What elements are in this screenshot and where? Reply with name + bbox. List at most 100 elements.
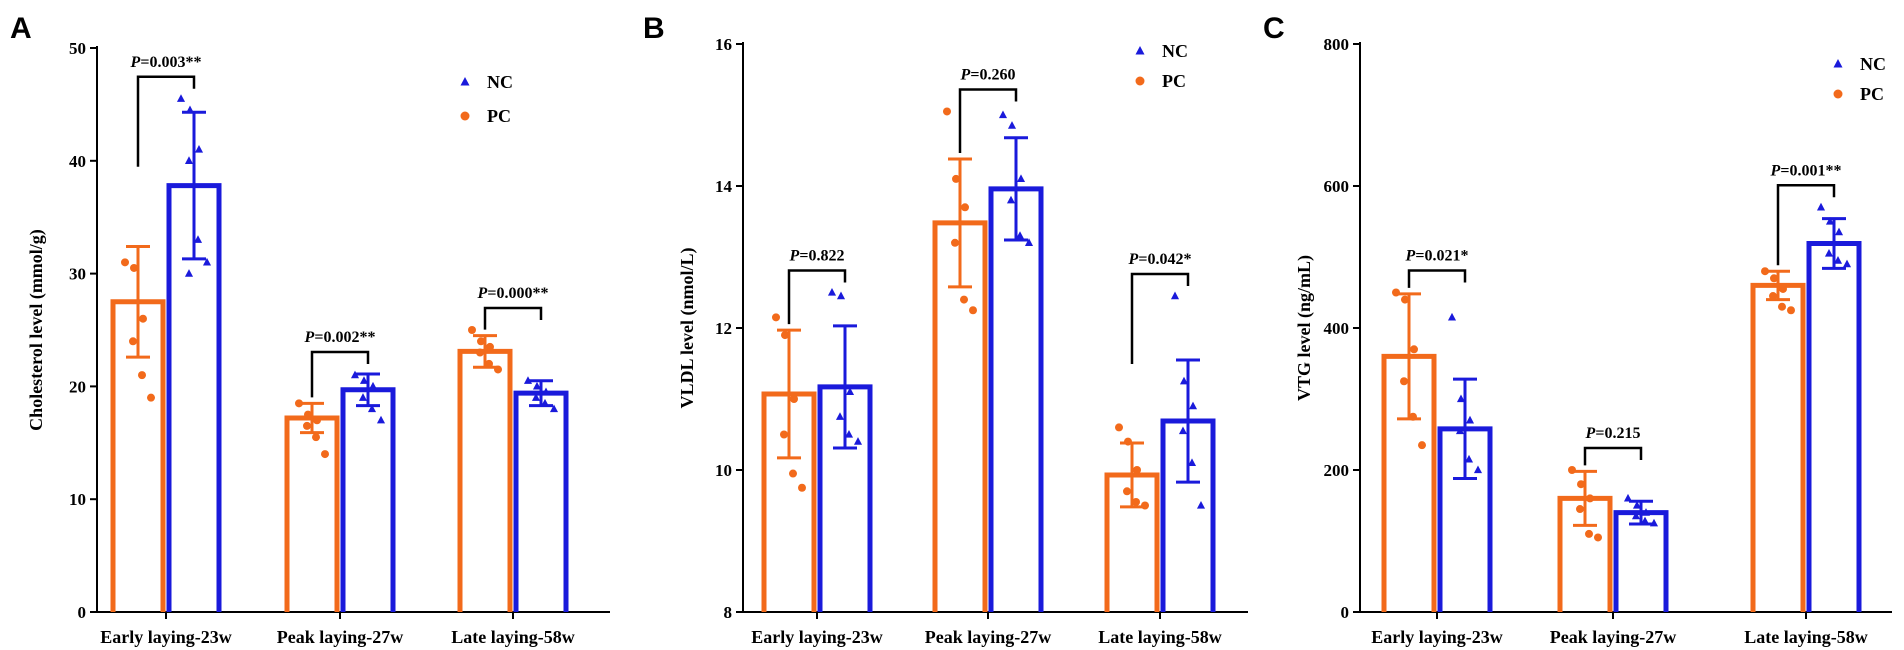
panel-a-annotation-value-late-laying-58w: =0.000** xyxy=(487,285,548,302)
panel-c-legend-marker-nc xyxy=(1833,59,1843,68)
panel-a-point-pc-early-laying-23w-4 xyxy=(138,371,146,380)
panel-b-annotation-early-laying-23w: P=0.822 xyxy=(789,248,845,265)
panel-b-point-pc-peak-laying-27w-4 xyxy=(960,295,968,304)
panel-b-point-pc-late-laying-58w-1 xyxy=(1124,437,1132,446)
panel-b-point-pc-early-laying-23w-3 xyxy=(780,430,788,439)
panel-a-annotation-early-laying-23w: P=0.003** xyxy=(130,54,202,71)
panel-b-annotation-value-peak-laying-27w: =0.260 xyxy=(970,66,1015,83)
panel-c-letter: C xyxy=(1263,12,1285,45)
panel-a-point-nc-early-laying-23w-0 xyxy=(176,94,186,102)
panel-b-point-nc-early-laying-23w-5 xyxy=(853,437,863,445)
panel-b-xtick-label-late-laying-58w: Late laying-58w xyxy=(1098,627,1222,647)
panel-c-point-pc-late-laying-58w-3 xyxy=(1769,292,1777,301)
panel-c-annotation-p-peak-laying-27w: P xyxy=(1585,425,1596,442)
panel-a-ytick-label-3: 30 xyxy=(69,265,86,284)
panel-a-point-pc-late-laying-58w-3 xyxy=(476,348,484,357)
panel-b-bracket-late-laying-58w xyxy=(1130,272,1190,365)
panel-c-point-nc-early-laying-23w-5 xyxy=(1473,465,1483,474)
panel-a-bar-nc-peak-laying-27w xyxy=(340,387,396,612)
panel-c-point-nc-early-laying-23w-0 xyxy=(1447,312,1457,321)
panel-c-point-pc-peak-laying-27w-5 xyxy=(1594,533,1602,542)
panel-b-xtick-label-peak-laying-27w: Peak laying-27w xyxy=(925,627,1052,647)
panel-c-annotation-p-late-laying-58w: P xyxy=(1770,162,1781,179)
panel-a-point-nc-early-laying-23w-4 xyxy=(193,235,203,243)
panel-a-point-pc-late-laying-58w-4 xyxy=(485,359,493,368)
panel-a-point-pc-peak-laying-27w-2 xyxy=(313,416,321,425)
panel-c-point-nc-late-laying-58w-3 xyxy=(1824,248,1834,257)
panel-c-ytick-label-3: 600 xyxy=(1324,177,1350,196)
panel-b-point-pc-late-laying-58w-4 xyxy=(1132,497,1140,506)
panel-a-point-pc-late-laying-58w-2 xyxy=(486,342,494,351)
panel-c-xtick-label-early-laying-23w: Early laying-23w xyxy=(1371,627,1503,647)
panel-a-ytick-label-4: 40 xyxy=(69,152,86,171)
panel-c-point-pc-late-laying-58w-0 xyxy=(1761,267,1769,276)
panel-b-bracket-early-laying-23w xyxy=(787,269,847,325)
panel-a-point-nc-peak-laying-27w-1 xyxy=(359,376,369,384)
panel-c-point-pc-early-laying-23w-2 xyxy=(1410,345,1418,354)
panel-a-point-nc-early-laying-23w-3 xyxy=(184,156,194,164)
panel-a-bar-pc-late-laying-58w xyxy=(457,348,513,612)
panel-a-point-pc-peak-laying-27w-4 xyxy=(312,433,320,442)
panel-a-bar-pc-peak-laying-27w xyxy=(284,415,340,612)
panel-c-point-pc-early-laying-23w-1 xyxy=(1401,295,1409,304)
panel-c-point-pc-peak-laying-27w-0 xyxy=(1568,466,1576,474)
panel-c-point-nc-peak-laying-27w-0 xyxy=(1623,493,1633,502)
panel-c-bracket-late-laying-58w xyxy=(1776,184,1836,266)
panel-c-annotation-peak-laying-27w: P=0.215 xyxy=(1585,425,1641,442)
panel-b-annotation-p-peak-laying-27w: P xyxy=(960,66,971,83)
panel-b-legend-label-pc: PC xyxy=(1162,71,1186,91)
panel-b-point-nc-peak-laying-27w-4 xyxy=(1015,231,1025,239)
panel-c-bar-nc-peak-laying-27w xyxy=(1613,510,1669,612)
panel-a-bracket-early-laying-23w xyxy=(136,75,196,167)
panel-b-point-nc-late-laying-58w-0 xyxy=(1170,291,1180,300)
panel-a-letter: A xyxy=(10,12,32,45)
panel-a-point-nc-peak-laying-27w-4 xyxy=(367,404,377,413)
panel-c-legend-label-nc: NC xyxy=(1860,54,1886,74)
panel-b-annotation-peak-laying-27w: P=0.260 xyxy=(960,66,1016,83)
panel-c-point-nc-early-laying-23w-3 xyxy=(1455,426,1465,435)
panel-b-point-pc-peak-laying-27w-2 xyxy=(961,203,969,212)
panel-a-point-nc-late-laying-58w-2 xyxy=(541,387,551,396)
panel-b-point-pc-early-laying-23w-5 xyxy=(798,483,806,492)
panel-c-point-pc-early-laying-23w-0 xyxy=(1392,288,1400,297)
panel-a-legend-marker-pc xyxy=(460,111,470,121)
panel-b-point-pc-late-laying-58w-0 xyxy=(1115,423,1123,432)
panel-b-ytick-label-0: 8 xyxy=(724,603,733,622)
panel-b-point-nc-late-laying-58w-5 xyxy=(1196,501,1206,509)
panel-b-point-nc-late-laying-58w-1 xyxy=(1179,376,1189,385)
panel-c-bar-pc-late-laying-58w xyxy=(1750,282,1806,612)
panel-b-ytick-label-3: 14 xyxy=(715,177,733,196)
panel-a-ytick-label-1: 10 xyxy=(69,490,86,509)
panel-b-point-nc-late-laying-58w-2 xyxy=(1188,401,1198,410)
panel-c-point-pc-peak-laying-27w-2 xyxy=(1586,494,1594,503)
panel-c-point-pc-early-laying-23w-5 xyxy=(1418,441,1426,450)
panel-c-point-pc-peak-laying-27w-3 xyxy=(1576,505,1584,514)
panel-c-point-pc-peak-laying-27w-4 xyxy=(1585,529,1593,538)
panel-b-annotation-late-laying-58w: P=0.042* xyxy=(1128,251,1192,268)
panel-c-ylabel: VTG level (ng/mL) xyxy=(1294,255,1315,401)
panel-b-point-nc-early-laying-23w-0 xyxy=(827,288,837,296)
panel-c-annotation-late-laying-58w: P=0.001** xyxy=(1770,162,1842,179)
panel-b-point-pc-early-laying-23w-1 xyxy=(781,331,789,340)
panel-a-annotation-p-early-laying-23w: P xyxy=(130,54,141,71)
panel-a-annotation-p-peak-laying-27w: P xyxy=(304,329,315,346)
panel-a-legend-label-pc: PC xyxy=(487,106,511,126)
panel-b-point-pc-late-laying-58w-5 xyxy=(1141,501,1149,510)
panel-a-annotation-value-peak-laying-27w: =0.002** xyxy=(314,329,375,346)
panel-a-point-pc-early-laying-23w-3 xyxy=(129,337,137,346)
panel-a-point-pc-early-laying-23w-2 xyxy=(139,314,147,323)
panel-a-xtick-label-late-laying-58w: Late laying-58w xyxy=(451,627,575,647)
panel-a-xtick-label-early-laying-23w: Early laying-23w xyxy=(100,627,232,647)
panel-c-point-nc-peak-laying-27w-5 xyxy=(1649,518,1659,527)
panel-b-point-pc-peak-laying-27w-1 xyxy=(952,174,960,183)
panel-a-ytick-label-0: 0 xyxy=(78,603,87,622)
panel-c-point-nc-peak-laying-27w-4 xyxy=(1640,516,1650,525)
panel-b-bar-nc-peak-laying-27w xyxy=(988,186,1044,612)
panel-c-ytick-label-2: 400 xyxy=(1324,319,1350,338)
panel-b-legend-label-nc: NC xyxy=(1162,41,1188,61)
panel-c-annotation-value-peak-laying-27w: =0.215 xyxy=(1595,425,1640,442)
panel-b-annotation-value-early-laying-23w: =0.822 xyxy=(799,248,844,265)
panel-c-annotation-early-laying-23w: P=0.021* xyxy=(1405,248,1469,265)
panel-c-point-nc-peak-laying-27w-3 xyxy=(1631,511,1641,520)
